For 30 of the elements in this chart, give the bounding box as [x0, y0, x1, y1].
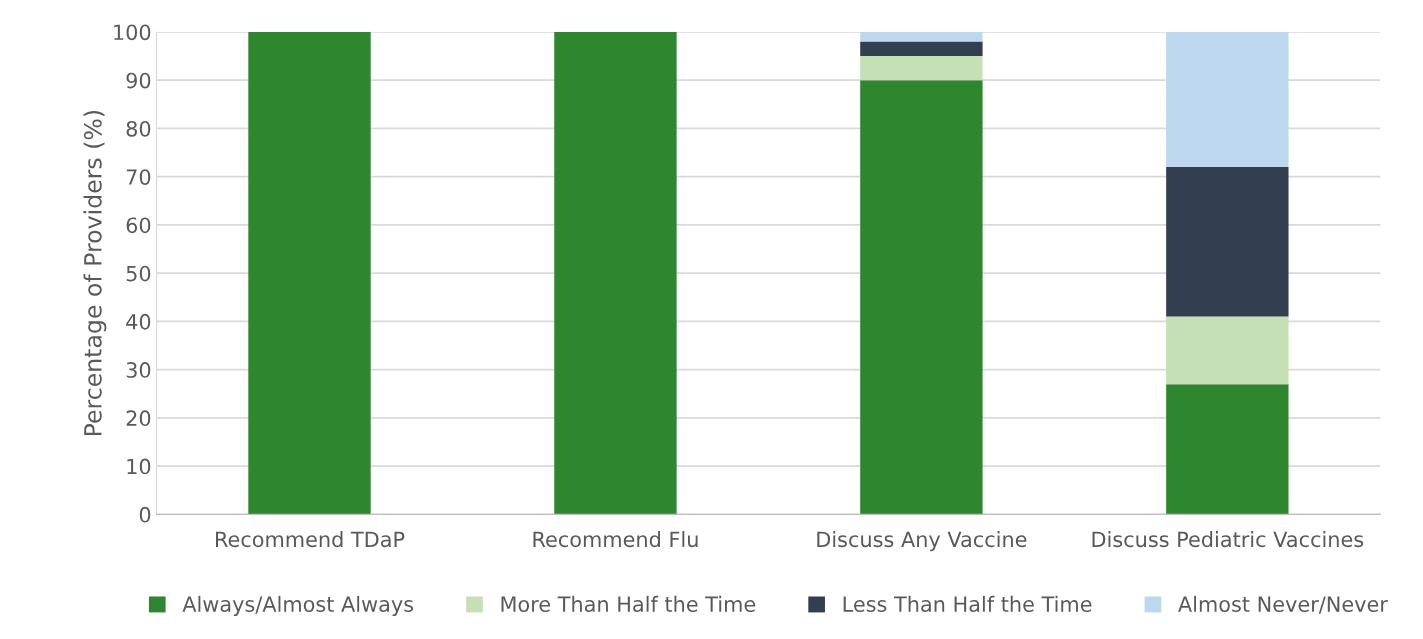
y-tick-label: 0	[139, 506, 151, 523]
bar	[860, 31, 983, 42]
legend-label: More Than Half the Time	[501, 595, 756, 612]
x-tick-label: Discuss Pediatric Vaccines	[1092, 531, 1364, 548]
bar	[1166, 31, 1289, 168]
bar	[1166, 316, 1289, 385]
y-tick-label: 10	[127, 458, 151, 475]
bar	[1166, 384, 1289, 515]
y-tick-label: 40	[126, 313, 151, 330]
bar	[554, 31, 677, 515]
x-tick-label: Discuss Any Vaccine	[817, 531, 1027, 552]
x-tick-label: Recommend TDaP	[215, 531, 405, 548]
y-tick-label: 80	[126, 120, 151, 137]
bar	[1166, 167, 1289, 317]
y-axis-title: Percentage of Providers (%)	[83, 110, 107, 436]
legend-label: Almost Never/Never	[1178, 595, 1388, 614]
y-tick-label: 70	[126, 169, 151, 185]
bar	[860, 80, 983, 515]
legend-label: Less Than Half the Time	[843, 595, 1092, 612]
bar	[860, 56, 983, 81]
y-tick-label: 30	[126, 362, 151, 378]
x-tick-label: Recommend Flu	[533, 531, 698, 548]
y-tick-label: 50	[126, 265, 151, 282]
bar	[860, 41, 983, 57]
y-tick-label: 100	[114, 24, 151, 41]
y-tick-label: 90	[126, 72, 151, 89]
legend-label: Always/Almost Always	[182, 595, 414, 617]
bar	[248, 31, 371, 515]
y-tick-label: 60	[126, 217, 151, 234]
y-tick-label: 20	[126, 410, 151, 427]
